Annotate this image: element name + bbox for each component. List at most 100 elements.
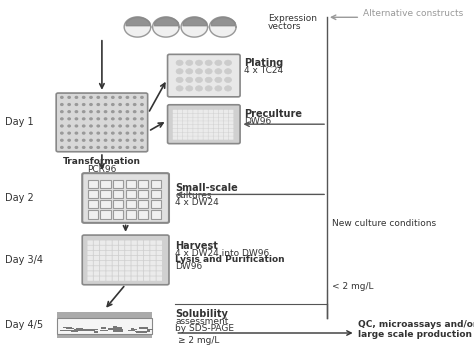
FancyBboxPatch shape (193, 110, 198, 113)
FancyBboxPatch shape (94, 251, 99, 255)
Bar (113, 326, 117, 328)
Text: QC, microassays and/or
large scale production: QC, microassays and/or large scale produ… (358, 320, 474, 339)
Bar (100, 190, 110, 198)
Bar (108, 328, 117, 330)
Circle shape (97, 118, 100, 120)
FancyBboxPatch shape (178, 117, 182, 121)
Bar (126, 180, 136, 188)
FancyBboxPatch shape (125, 240, 131, 245)
Text: 4 x DW24: 4 x DW24 (175, 198, 219, 207)
FancyBboxPatch shape (193, 132, 198, 136)
Circle shape (186, 60, 193, 66)
FancyBboxPatch shape (209, 132, 213, 136)
FancyBboxPatch shape (209, 129, 213, 132)
FancyBboxPatch shape (188, 110, 192, 113)
FancyBboxPatch shape (188, 129, 192, 132)
Circle shape (126, 132, 128, 134)
Bar (113, 327, 122, 329)
FancyBboxPatch shape (198, 113, 203, 117)
Circle shape (97, 125, 100, 127)
Circle shape (90, 96, 92, 98)
FancyBboxPatch shape (100, 256, 106, 260)
Circle shape (82, 96, 85, 98)
FancyBboxPatch shape (209, 121, 213, 125)
FancyBboxPatch shape (144, 246, 149, 250)
FancyBboxPatch shape (219, 121, 223, 125)
Text: 4 x DW24 into DW96: 4 x DW24 into DW96 (175, 249, 270, 258)
FancyBboxPatch shape (193, 121, 198, 125)
Bar (151, 200, 161, 208)
FancyBboxPatch shape (106, 266, 112, 271)
Circle shape (90, 147, 92, 148)
FancyBboxPatch shape (88, 246, 93, 250)
Text: DW96: DW96 (175, 262, 202, 271)
Bar (137, 332, 143, 333)
Circle shape (112, 111, 114, 113)
Circle shape (134, 96, 136, 98)
FancyBboxPatch shape (100, 261, 106, 265)
FancyBboxPatch shape (219, 125, 223, 129)
FancyBboxPatch shape (137, 271, 143, 276)
Bar (72, 330, 76, 331)
FancyBboxPatch shape (100, 266, 106, 271)
Text: cultures: cultures (175, 191, 212, 199)
Circle shape (126, 104, 128, 105)
FancyBboxPatch shape (119, 240, 124, 245)
FancyBboxPatch shape (203, 136, 208, 140)
FancyBboxPatch shape (119, 256, 124, 260)
Bar (141, 331, 147, 333)
Bar (57, 322, 152, 326)
FancyBboxPatch shape (203, 110, 208, 113)
Circle shape (176, 77, 183, 82)
FancyBboxPatch shape (88, 266, 93, 271)
FancyBboxPatch shape (178, 125, 182, 129)
FancyBboxPatch shape (150, 240, 156, 245)
Circle shape (119, 139, 121, 141)
FancyBboxPatch shape (137, 240, 143, 245)
FancyBboxPatch shape (213, 113, 218, 117)
FancyBboxPatch shape (94, 266, 99, 271)
Text: Transformation: Transformation (63, 158, 141, 166)
Circle shape (104, 118, 107, 120)
Circle shape (134, 147, 136, 148)
FancyBboxPatch shape (82, 235, 169, 285)
FancyBboxPatch shape (198, 132, 203, 136)
Circle shape (225, 77, 231, 82)
Circle shape (195, 69, 202, 74)
Polygon shape (124, 17, 151, 37)
FancyBboxPatch shape (150, 276, 156, 281)
Circle shape (82, 118, 85, 120)
FancyBboxPatch shape (137, 266, 143, 271)
Circle shape (126, 96, 128, 98)
Circle shape (205, 69, 212, 74)
Polygon shape (210, 17, 236, 37)
Circle shape (195, 77, 202, 82)
Circle shape (68, 125, 70, 127)
FancyBboxPatch shape (106, 240, 112, 245)
Circle shape (119, 96, 121, 98)
FancyBboxPatch shape (94, 276, 99, 281)
Circle shape (104, 111, 107, 113)
FancyBboxPatch shape (229, 121, 233, 125)
FancyBboxPatch shape (178, 132, 182, 136)
Text: Small-scale: Small-scale (175, 183, 238, 193)
FancyBboxPatch shape (113, 256, 118, 260)
FancyBboxPatch shape (213, 132, 218, 136)
FancyBboxPatch shape (56, 93, 148, 152)
Circle shape (97, 111, 100, 113)
Bar (88, 210, 98, 219)
FancyBboxPatch shape (188, 113, 192, 117)
Circle shape (97, 132, 100, 134)
FancyBboxPatch shape (144, 271, 149, 276)
Text: ≥ 2 mg/L: ≥ 2 mg/L (178, 336, 219, 345)
Circle shape (205, 77, 212, 82)
Text: Plating: Plating (244, 58, 283, 68)
FancyBboxPatch shape (119, 271, 124, 276)
FancyBboxPatch shape (193, 129, 198, 132)
Circle shape (68, 118, 70, 120)
FancyBboxPatch shape (137, 246, 143, 250)
Circle shape (119, 111, 121, 113)
FancyBboxPatch shape (106, 261, 112, 265)
FancyBboxPatch shape (209, 136, 213, 140)
FancyBboxPatch shape (224, 117, 228, 121)
